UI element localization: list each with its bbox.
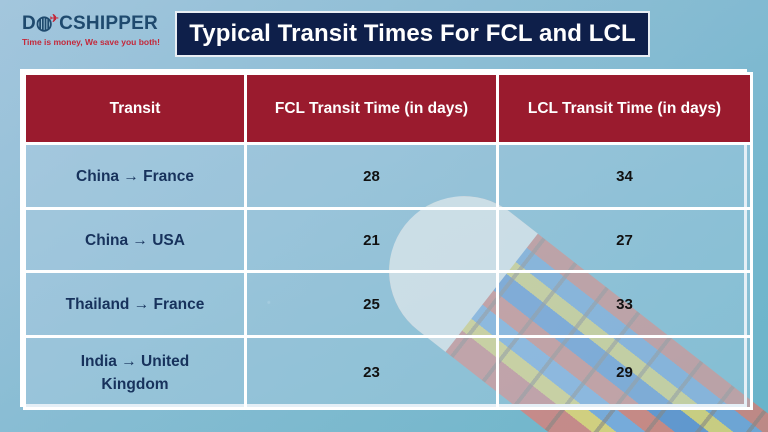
lcl-cell: 27 [496,207,753,273]
fcl-cell: 25 [244,270,499,338]
table-row: Thailand → France 25 33 [23,270,753,338]
transit-times-table: Transit FCL Transit Time (in days) LCL T… [20,69,753,410]
route-cell: China → France [23,142,247,210]
lcl-cell: 34 [496,142,753,210]
route-cell: India → United Kingdom [23,335,247,410]
logo-letter-d: D [22,13,36,34]
plane-icon: ✈ [49,13,60,25]
globe-icon: ◍ [35,13,53,34]
route-cell: Thailand → France [23,270,247,338]
header-transit: Transit [23,72,247,145]
page-title: Typical Transit Times For FCL and LCL [189,20,636,47]
docshipper-logo: D◍✈CSHIPPER Time is money, We save you b… [22,13,172,50]
route-cell: China → USA [23,207,247,273]
logo-tagline: Time is money, We save you both! [22,37,160,47]
title-banner: Typical Transit Times For FCL and LCL [175,11,650,57]
table-row: India → United Kingdom 23 29 [23,335,753,410]
lcl-cell: 33 [496,270,753,338]
fcl-cell: 23 [244,335,499,410]
header-fcl: FCL Transit Time (in days) [244,72,499,145]
fcl-cell: 28 [244,142,499,210]
header-lcl: LCL Transit Time (in days) [496,72,753,145]
logo-wordmark: D◍✈CSHIPPER [22,13,172,36]
table-row: China → France 28 34 [23,142,753,210]
table-header-row: Transit FCL Transit Time (in days) LCL T… [23,72,753,145]
lcl-cell: 29 [496,335,753,410]
fcl-cell: 21 [244,207,499,273]
logo-letters: CSHIPPER [59,13,158,34]
table-row: China → USA 21 27 [23,207,753,273]
